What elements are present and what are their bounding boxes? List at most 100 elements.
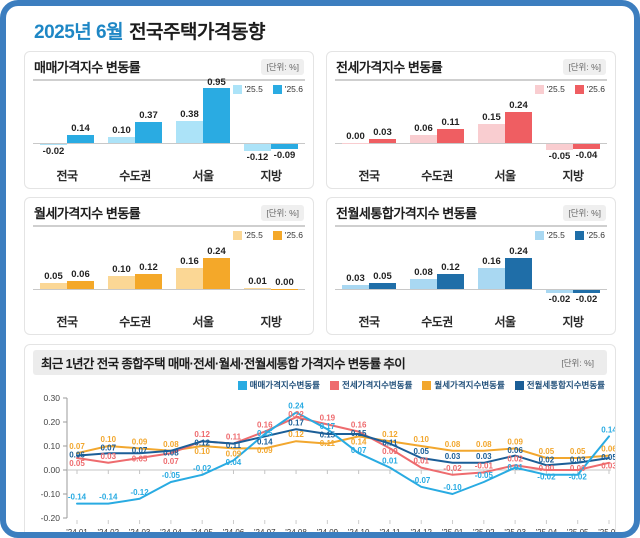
x-axis-label: '24.04 xyxy=(160,528,182,537)
card-header: 월세가격지수 변동률 [단위: %] xyxy=(33,202,305,227)
category-label-전국: 전국 xyxy=(358,315,380,329)
legend-label: '25.5 xyxy=(546,84,565,94)
category-label-수도권: 수도권 xyxy=(421,315,453,329)
point-value-label: 0.11 xyxy=(226,433,242,442)
y-axis-label: 0.20 xyxy=(43,417,60,427)
point-value-label: 0.15 xyxy=(320,430,336,439)
bar-value-label: -0.02 xyxy=(548,293,571,305)
point-value-label: 0.12 xyxy=(194,439,210,448)
y-axis-label: 0.10 xyxy=(43,441,60,451)
card-header: 매매가격지수 변동률 [단위: %] xyxy=(33,56,305,81)
bar-value-label: 0.24 xyxy=(509,246,528,258)
curr-bar xyxy=(369,139,396,143)
bar-value-label: 0.10 xyxy=(112,125,131,137)
category-label-서울: 서울 xyxy=(192,315,214,329)
legend-item: '25.6 xyxy=(272,230,303,240)
bar-value-label: 0.05 xyxy=(373,270,392,282)
legend-swatch xyxy=(422,380,432,390)
curr-bar xyxy=(271,289,298,290)
bar-value-label: 0.24 xyxy=(509,100,528,112)
point-value-label: -0.01 xyxy=(475,461,494,470)
bar-value-label: 0.38 xyxy=(180,108,199,120)
card-header: 전세가격지수 변동률 [단위: %] xyxy=(335,56,607,81)
x-axis-label: '24.08 xyxy=(285,528,307,537)
point-value-label: 0.10 xyxy=(413,435,429,444)
legend-item: 전세가격지수변동률 xyxy=(330,379,412,391)
bar-value-label: 0.01 xyxy=(248,275,267,287)
point-value-label: -0.12 xyxy=(130,488,149,497)
point-value-label: 0.00 xyxy=(570,464,586,473)
trend-chart-card: 최근 1년간 전국 종합주택 매매·전세·월세·전월세통합 가격지수 변동률 추… xyxy=(24,344,620,537)
trend-unit-badge: [단위: %] xyxy=(561,357,594,368)
page-header: 2025년 6월 전국주택가격동향 xyxy=(6,6,634,49)
bar-plot: '25.5 '25.6 0.03 0.05 0.08 0.12 0.16 0.24 -0.02-… xyxy=(335,227,607,311)
unit-badge: [단위: %] xyxy=(563,58,606,75)
prev-bar xyxy=(342,285,369,289)
curr-bar xyxy=(437,273,464,289)
category-label-전국: 전국 xyxy=(358,169,380,183)
bar-plot: '25.5 '25.6 0.05 0.06 0.10 0.12 0.16 0.24 0.01 0.… xyxy=(33,227,305,311)
card-title: 전월세통합가격지수 변동률 xyxy=(336,206,477,221)
point-value-label: 0.05 xyxy=(69,459,85,468)
legend-swatch xyxy=(232,84,242,94)
point-value-label: 0.02 xyxy=(539,456,555,465)
point-value-label: 0.15 xyxy=(257,429,273,438)
point-value-label: 0.10 xyxy=(194,447,210,456)
prev-bar xyxy=(176,120,203,143)
bar-value-label: 0.16 xyxy=(482,256,501,268)
x-axis-label: '24.05 xyxy=(191,528,213,537)
curr-bar xyxy=(573,144,600,150)
category-label-지방: 지방 xyxy=(260,315,282,329)
category-label-서울: 서울 xyxy=(494,169,516,183)
category-row: 전국 수도권 서울 지방 xyxy=(335,165,607,187)
point-value-label: 0.11 xyxy=(226,441,242,450)
prev-bar xyxy=(478,123,505,143)
x-axis-label: '25.01 xyxy=(442,528,464,537)
legend-swatch xyxy=(534,84,544,94)
legend-label: 전세가격지수변동률 xyxy=(342,380,413,390)
point-value-label: 0.09 xyxy=(257,446,273,455)
point-value-label: -0.05 xyxy=(475,471,494,480)
card-title: 월세가격지수 변동률 xyxy=(34,206,141,221)
bar-value-label: -0.04 xyxy=(575,150,598,162)
x-axis-label: '25.06 xyxy=(598,528,615,537)
point-value-label: 0.19 xyxy=(320,413,336,422)
point-value-label: 0.05 xyxy=(570,447,586,456)
legend-item: '25.5 xyxy=(232,84,263,94)
x-axis-label: '24.07 xyxy=(254,528,276,537)
trend-chart-header: 최근 1년간 전국 종합주택 매매·전세·월세·전월세통합 가격지수 변동률 추… xyxy=(33,350,607,375)
category-row: 전국 수도권 서울 지방 xyxy=(335,311,607,333)
chart-legend: '25.5 '25.6 xyxy=(232,84,303,94)
category-label-서울: 서울 xyxy=(494,315,516,329)
point-value-label: 0.08 xyxy=(445,440,461,449)
legend-label: '25.5 xyxy=(244,84,263,94)
x-axis-label: '24.02 xyxy=(98,528,120,537)
point-value-label: 0.24 xyxy=(288,401,304,410)
x-axis-label: '24.03 xyxy=(129,528,151,537)
y-axis-label: -0.20 xyxy=(41,513,61,523)
card-header: 전월세통합가격지수 변동률 [단위: %] xyxy=(335,202,607,227)
bar-value-label: 0.00 xyxy=(346,131,365,142)
bar-value-label: 0.37 xyxy=(139,109,158,121)
point-value-label: 0.03 xyxy=(445,452,461,461)
point-value-label: -0.14 xyxy=(68,493,87,502)
category-label-지방: 지방 xyxy=(562,169,584,183)
point-value-label: 0.07 xyxy=(351,446,367,455)
point-value-label: -0.02 xyxy=(569,473,588,482)
legend-swatch xyxy=(237,380,247,390)
bar-value-label: -0.05 xyxy=(548,151,571,163)
line-series-3 xyxy=(76,428,610,467)
x-axis-label: '24.01 xyxy=(66,528,88,537)
y-axis-label: -0.10 xyxy=(41,489,61,499)
prev-bar xyxy=(410,135,437,143)
bar-value-label: 0.03 xyxy=(373,127,392,139)
curr-bar xyxy=(135,273,162,289)
point-value-label: 0.01 xyxy=(382,457,398,466)
unit-badge: [단위: %] xyxy=(563,204,606,221)
point-value-label: -0.14 xyxy=(99,493,118,502)
curr-bar xyxy=(67,281,94,289)
point-value-label: -0.07 xyxy=(412,476,431,485)
point-value-label: 0.07 xyxy=(101,444,117,453)
point-value-label: 0.03 xyxy=(601,462,615,471)
